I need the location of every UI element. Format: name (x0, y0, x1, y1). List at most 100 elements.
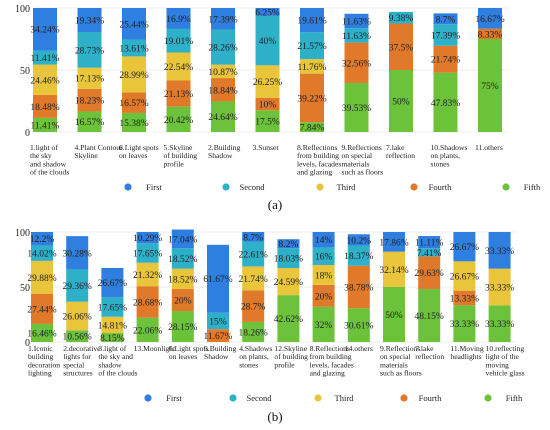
data-label: 7.41% (417, 249, 442, 259)
data-label: 26.67% (98, 279, 127, 289)
category-label: Shadow (208, 151, 233, 160)
legend-marker-second (222, 183, 230, 191)
data-label: 18.23% (75, 97, 104, 107)
bar-segment-third (383, 251, 405, 287)
category-label: on special (380, 352, 411, 361)
bar-segment-second (122, 39, 146, 57)
bar-segment-fourth (478, 28, 502, 39)
bar-segment-first (77, 8, 102, 32)
data-label: 28.73% (75, 46, 104, 56)
bar-segment-third (312, 265, 335, 285)
bar-segment-fifth (383, 287, 405, 342)
data-label: 14% (315, 236, 333, 246)
data-label: 39.22% (297, 94, 326, 104)
data-label: 16% (315, 253, 333, 263)
bar-segment-fifth (101, 333, 124, 342)
data-label: 75% (481, 82, 499, 92)
category-label: the sky (30, 151, 52, 160)
data-label: 8.33% (478, 30, 503, 40)
data-label: 10.56% (63, 333, 92, 343)
category-label: on plants, (239, 352, 269, 361)
y-tick-label: 100 (15, 4, 30, 15)
bar-segment-first (207, 244, 229, 313)
data-label: 8.15% (100, 334, 125, 344)
bar-segment-fifth (31, 323, 53, 342)
data-label: 28.7% (241, 303, 266, 313)
data-label: 11.63% (342, 17, 371, 27)
bar-segment-fifth (242, 321, 265, 342)
bar-segment-fourth (207, 329, 229, 342)
data-label: 10% (259, 101, 277, 111)
bar-segment-second (418, 248, 441, 257)
data-label: 22.54% (164, 63, 193, 73)
bar-segment-fourth (77, 88, 102, 112)
data-label: 17.39% (431, 31, 460, 41)
category-label: structures (63, 369, 93, 378)
category-label: lighting (28, 369, 52, 378)
bar-segment-fifth (211, 101, 235, 132)
bar-segment-fourth (166, 80, 191, 107)
data-label: 16.57% (75, 118, 104, 128)
data-label: 17.04% (168, 235, 197, 245)
data-label: 8.7% (243, 233, 263, 243)
bar-segment-third (33, 64, 57, 95)
data-label: 20.42% (164, 116, 193, 126)
data-label: 21.74% (431, 56, 460, 66)
category-label: 4.Shadows (239, 344, 272, 353)
bar-segment-third (211, 64, 235, 79)
category-label: 6.Light spots (169, 344, 209, 353)
category-label: 11.Moving (450, 344, 483, 353)
bar-segment-fourth (389, 23, 413, 70)
category-label: headlights (450, 352, 481, 361)
bar-segment-fifth (136, 317, 159, 342)
data-label: 37.5% (389, 43, 414, 53)
category-label: reflection (386, 151, 415, 160)
data-label: 17.65% (133, 250, 162, 260)
data-label: 14.81% (98, 321, 127, 331)
data-label: 25.44% (119, 20, 148, 30)
bar-segment-fifth (277, 295, 300, 342)
bar-segment-second (389, 11, 413, 24)
category-label: of the clouds (30, 168, 69, 177)
bar-segment-fifth (312, 306, 335, 342)
category-label: 7.lake (415, 344, 434, 353)
bar-segment-first (478, 8, 502, 29)
bar-segment-fifth (344, 82, 369, 132)
data-label: 33.33% (485, 320, 514, 330)
bar-segment-first (242, 231, 265, 242)
data-label: 28.26% (208, 44, 237, 54)
category-label: 5.Building (204, 344, 236, 353)
bar-segment-first (166, 8, 191, 29)
data-label: 21.32% (133, 271, 162, 281)
bar-segment-second (347, 245, 370, 266)
category-label: lights for (63, 352, 91, 361)
bar-segment-first (66, 236, 89, 270)
bar-segment-third (122, 56, 146, 93)
bar-segment-second (33, 50, 57, 65)
bar-segment-fifth (389, 70, 413, 132)
data-label: 11.41% (31, 121, 60, 131)
category-label: special (63, 360, 84, 369)
data-label: 39.53% (342, 104, 371, 114)
data-label: 30.61% (344, 322, 373, 332)
data-label: 20% (315, 292, 333, 302)
data-label: 22.06% (133, 326, 162, 336)
legend-label: First (146, 182, 162, 192)
data-label: 10.29% (133, 234, 162, 244)
data-label: 17.5% (255, 118, 280, 128)
bar-segment-first (255, 8, 280, 16)
legend-marker-fifth (502, 183, 510, 191)
bar-segment-first (453, 232, 476, 262)
bar-segment-second (166, 28, 191, 53)
data-label: 33.33% (485, 247, 514, 257)
data-label: 6.25% (255, 8, 280, 18)
data-label: 11.11% (415, 239, 444, 249)
data-label: 24.46% (30, 76, 59, 86)
bar-segment-second (101, 297, 124, 317)
bar-segment-fourth (312, 284, 335, 307)
data-label: 28.15% (168, 323, 197, 333)
data-label: 17.65% (98, 304, 127, 314)
category-label: 14.others (345, 344, 373, 353)
bar-segment-third (453, 261, 476, 291)
bar-segment-fifth (433, 72, 458, 132)
